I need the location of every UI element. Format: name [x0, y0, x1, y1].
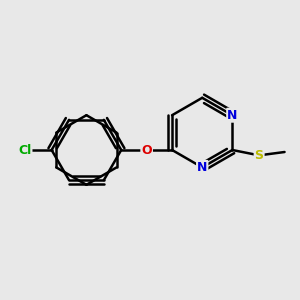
Text: S: S: [255, 149, 264, 162]
Text: Cl: Cl: [18, 143, 32, 157]
Text: O: O: [141, 143, 152, 157]
Text: N: N: [227, 109, 238, 122]
Text: N: N: [197, 161, 207, 174]
